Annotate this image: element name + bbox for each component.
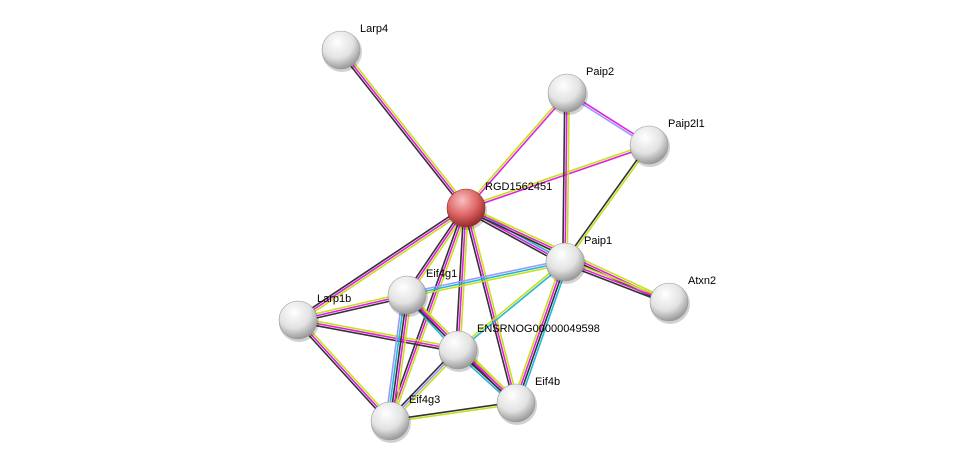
node-sphere[interactable] (370, 401, 410, 441)
evidence-line-experiments (457, 207, 467, 351)
edge-Eif4g1-Eif4g3[interactable] (384, 294, 413, 422)
evidence-line-databases (387, 294, 406, 421)
node-label: RGD1562451 (485, 181, 552, 193)
evidence-line-coexpression (338, 50, 465, 210)
node-sphere[interactable] (446, 188, 486, 228)
evidence-line-textmining (298, 317, 459, 349)
evidence-line-experiments (297, 207, 467, 321)
node-sphere[interactable] (278, 300, 318, 340)
evidence-line-textmining (390, 403, 517, 423)
evidence-line-experiments (465, 207, 517, 404)
evidence-line-coexpression (562, 92, 566, 262)
node-label: Eif4g3 (409, 394, 440, 406)
node-sphere[interactable] (629, 125, 669, 165)
evidence-line-textmining (342, 48, 469, 208)
edge-Paip2-Paip1[interactable] (562, 92, 570, 263)
evidence-line-coexpression (389, 294, 408, 422)
evidence-line-homology (406, 259, 565, 294)
evidence-line-databases (458, 262, 567, 352)
evidence-line-textmining (298, 209, 468, 323)
evidence-line-coexpression (516, 262, 567, 404)
evidence-line-experiments (466, 145, 650, 210)
evidence-line-coexpression (389, 401, 516, 421)
edge-RGD1562451-Paip2[interactable] (464, 91, 569, 210)
evidence-line-experiments (466, 93, 569, 210)
node-label: Atxn2 (688, 275, 716, 287)
node-Eif4g3[interactable]: Eif4g3 (370, 394, 440, 443)
node-label: Larp1b (317, 293, 351, 305)
node-Atxn2[interactable]: Atxn2 (649, 275, 716, 324)
evidence-line-databases (406, 261, 566, 296)
node-sphere[interactable] (547, 73, 587, 113)
node-ENSRNOG00000049598[interactable]: ENSRNOG00000049598 (438, 323, 600, 372)
evidence-line-textmining (459, 208, 469, 351)
edge-RGD1562451-ENSRNOG00000049598[interactable] (455, 207, 469, 351)
evidence-line-textmining (566, 93, 570, 263)
node-sphere[interactable] (649, 282, 689, 322)
evidence-line-experiments (391, 295, 410, 422)
evidence-line-textmining (512, 260, 563, 403)
evidence-line-textmining (565, 145, 651, 264)
evidence-line-experiments (514, 261, 565, 403)
evidence-line-coexpression (563, 143, 649, 262)
evidence-line-textmining (456, 260, 565, 350)
edge-RGD1562451-Eif4b[interactable] (463, 207, 519, 404)
evidence-line-homology (384, 294, 404, 421)
evidence-line-textmining (467, 207, 519, 403)
evidence-line-textmining (407, 263, 566, 298)
node-label: Larp4 (360, 23, 388, 35)
node-label: Eif4g1 (426, 268, 457, 280)
evidence-line-textmining (393, 295, 413, 422)
edge-Larp1b-Eif4g3[interactable] (295, 317, 393, 424)
node-Eif4b[interactable]: Eif4b (496, 376, 560, 425)
node-Eif4g1[interactable]: Eif4g1 (387, 268, 457, 317)
node-Larp1b[interactable]: Larp1b (278, 293, 351, 342)
evidence-line-experiments (297, 319, 459, 351)
evidence-line-textmining (299, 317, 393, 421)
edge-ENSRNOG00000049598-Paip1[interactable] (456, 260, 567, 352)
edge-Eif4b-Eif4g3[interactable] (389, 401, 517, 423)
node-Paip2l1[interactable]: Paip2l1 (629, 118, 705, 167)
node-label: Paip1 (584, 235, 612, 247)
evidence-line-coexpression (295, 320, 389, 424)
nodes-layer: RGD1562451 Larp4 Paip2 Paip2l1 Paip1 Atxn2 Eif… (278, 23, 716, 443)
node-sphere[interactable] (438, 330, 478, 370)
evidence-line-coexpression (296, 205, 466, 319)
edge-Eif4b-Paip1[interactable] (512, 260, 569, 405)
evidence-line-textmining (464, 91, 567, 208)
evidence-line-textmining (465, 143, 649, 208)
node-sphere[interactable] (321, 30, 361, 70)
node-sphere[interactable] (496, 383, 536, 423)
edge-Eif4g1-Paip1[interactable] (406, 259, 566, 298)
evidence-line-coexpression (455, 207, 465, 350)
node-Paip1[interactable]: Paip1 (545, 235, 612, 284)
evidence-line-coexpression (297, 321, 458, 353)
evidence-line-coexpression (463, 208, 515, 404)
node-label: Paip2 (586, 66, 614, 78)
evidence-line-databases (518, 262, 569, 405)
node-sphere[interactable] (545, 242, 585, 282)
evidence-line-experiments (340, 49, 467, 209)
edge-Paip2l1-Paip1[interactable] (563, 143, 651, 264)
edge-RGD1562451-Larp1b[interactable] (296, 205, 468, 323)
node-label: Eif4b (535, 376, 560, 388)
node-Paip2[interactable]: Paip2 (547, 66, 614, 115)
edge-Larp1b-ENSRNOG00000049598[interactable] (297, 317, 459, 353)
node-RGD1562451[interactable]: RGD1562451 (446, 181, 552, 230)
evidence-line-experiments (297, 319, 391, 422)
evidence-line-experiments (564, 92, 568, 263)
node-label: ENSRNOG00000049598 (477, 323, 600, 335)
node-sphere[interactable] (387, 275, 427, 315)
edge-Larp4-RGD1562451[interactable] (338, 48, 469, 210)
node-label: Paip2l1 (668, 118, 705, 130)
edges-layer (295, 48, 671, 424)
edge-RGD1562451-Paip2l1[interactable] (465, 143, 650, 210)
node-Larp4[interactable]: Larp4 (321, 23, 388, 72)
